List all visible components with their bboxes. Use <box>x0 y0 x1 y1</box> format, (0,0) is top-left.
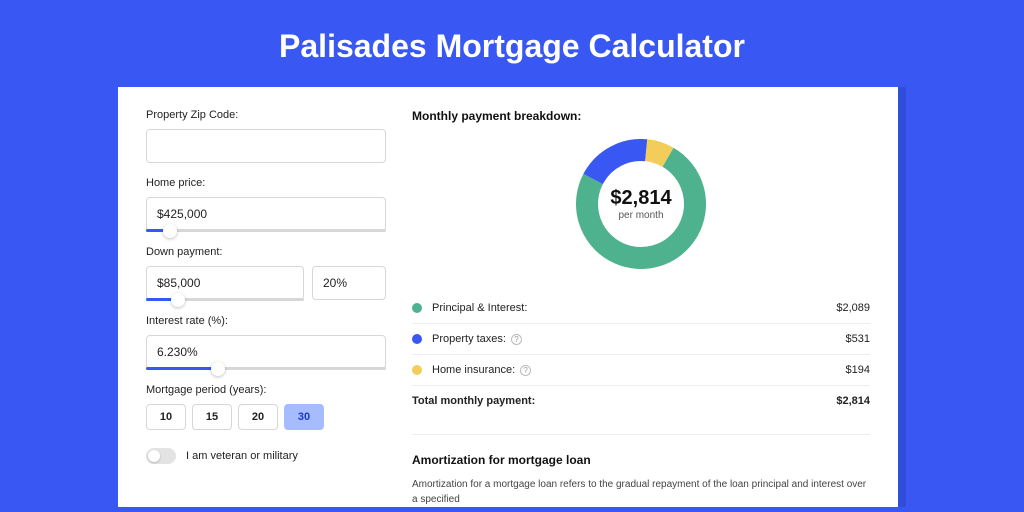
legend-dot <box>412 365 422 375</box>
donut-sub: per month <box>610 210 671 221</box>
card-shadow: Property Zip Code: Home price: Down paym… <box>118 87 906 507</box>
total-label: Total monthly payment: <box>412 395 836 407</box>
veteran-toggle[interactable] <box>146 448 176 464</box>
home-price-label: Home price: <box>146 177 386 189</box>
breakdown-column: Monthly payment breakdown: $2,814 per mo… <box>412 109 870 507</box>
period-tab-10[interactable]: 10 <box>146 404 186 430</box>
period-tab-30[interactable]: 30 <box>284 404 324 430</box>
zip-field-group: Property Zip Code: <box>146 109 386 163</box>
info-icon[interactable]: ? <box>511 334 522 345</box>
down-payment-field-group: Down payment: <box>146 246 386 301</box>
down-payment-amount-input[interactable] <box>146 266 304 300</box>
amortization-title: Amortization for mortgage loan <box>412 453 870 467</box>
down-payment-slider[interactable] <box>146 298 304 301</box>
info-icon[interactable]: ? <box>520 365 531 376</box>
calculator-card: Property Zip Code: Home price: Down paym… <box>118 87 898 507</box>
legend-row: Principal & Interest:$2,089 <box>412 293 870 323</box>
interest-label: Interest rate (%): <box>146 315 386 327</box>
period-tab-15[interactable]: 15 <box>192 404 232 430</box>
legend-dot <box>412 334 422 344</box>
period-field-group: Mortgage period (years): 10152030 <box>146 384 386 430</box>
form-column: Property Zip Code: Home price: Down paym… <box>146 109 386 507</box>
total-value: $2,814 <box>836 395 870 407</box>
amortization-section: Amortization for mortgage loan Amortizat… <box>412 434 870 507</box>
legend-label: Principal & Interest: <box>432 302 836 314</box>
legend-dot <box>412 303 422 313</box>
breakdown-title: Monthly payment breakdown: <box>412 109 870 123</box>
home-price-input[interactable] <box>146 197 386 231</box>
donut-chart: $2,814 per month <box>412 139 870 269</box>
home-price-slider[interactable] <box>146 229 386 232</box>
down-payment-pct-input[interactable] <box>312 266 386 300</box>
page-title: Palisades Mortgage Calculator <box>0 0 1024 87</box>
legend: Principal & Interest:$2,089Property taxe… <box>412 293 870 416</box>
legend-row: Property taxes:?$531 <box>412 323 870 354</box>
period-label: Mortgage period (years): <box>146 384 386 396</box>
toggle-knob <box>148 450 160 462</box>
donut-amount: $2,814 <box>610 187 671 210</box>
interest-field-group: Interest rate (%): <box>146 315 386 370</box>
legend-value: $2,089 <box>836 302 870 314</box>
legend-label: Home insurance:? <box>432 364 846 376</box>
home-price-field-group: Home price: <box>146 177 386 232</box>
zip-input[interactable] <box>146 129 386 163</box>
period-tabs: 10152030 <box>146 404 386 430</box>
amortization-text: Amortization for a mortgage loan refers … <box>412 477 870 507</box>
interest-input[interactable] <box>146 335 386 369</box>
down-payment-label: Down payment: <box>146 246 386 258</box>
period-tab-20[interactable]: 20 <box>238 404 278 430</box>
legend-label: Property taxes:? <box>432 333 846 345</box>
legend-value: $531 <box>846 333 870 345</box>
legend-value: $194 <box>846 364 870 376</box>
legend-row: Home insurance:?$194 <box>412 354 870 385</box>
veteran-toggle-row: I am veteran or military <box>146 448 386 464</box>
legend-total-row: Total monthly payment:$2,814 <box>412 385 870 416</box>
donut-center: $2,814 per month <box>610 187 671 221</box>
interest-slider[interactable] <box>146 367 386 370</box>
veteran-label: I am veteran or military <box>186 450 298 462</box>
zip-label: Property Zip Code: <box>146 109 386 121</box>
